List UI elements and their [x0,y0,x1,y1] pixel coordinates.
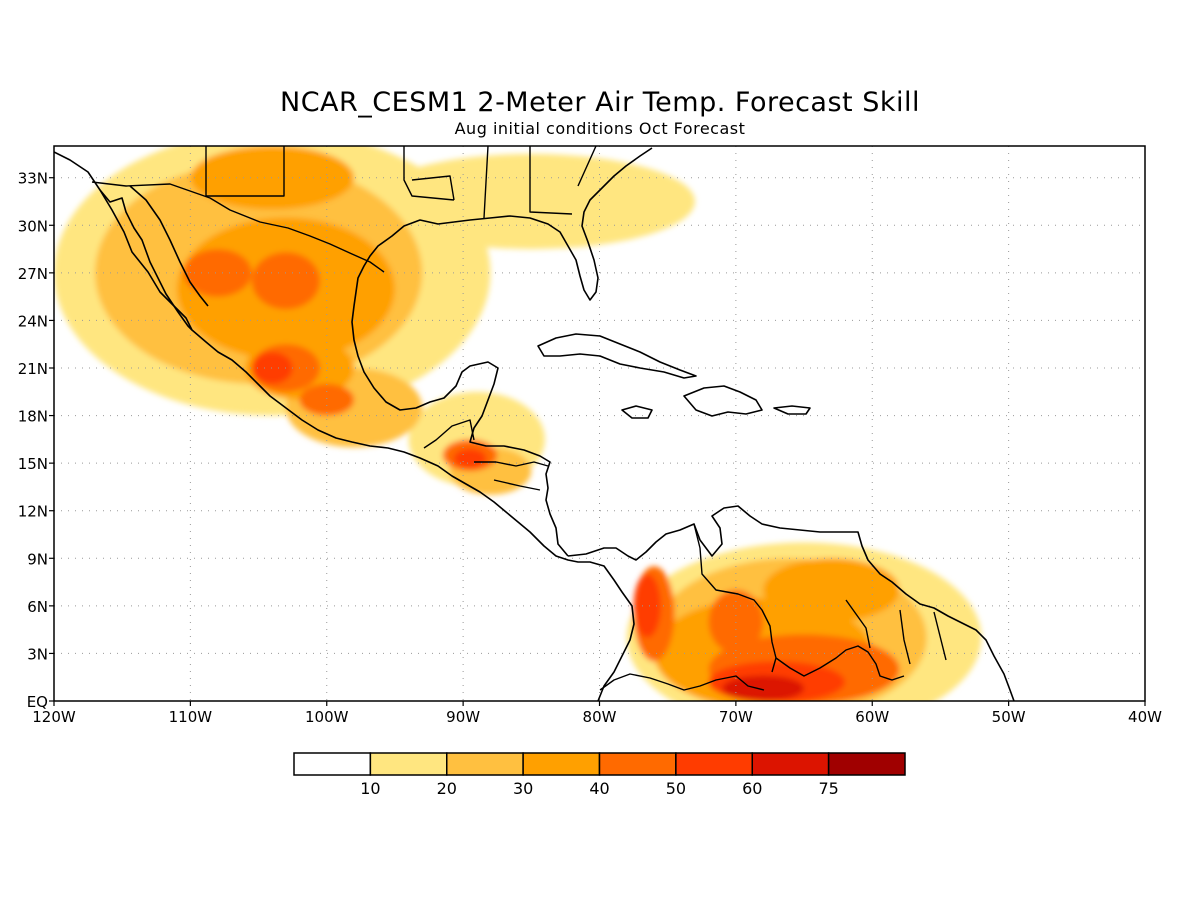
skill-region-21 [251,352,293,384]
colorbar-swatch [675,752,753,776]
skill-region-12 [763,558,900,622]
latitude-tick-label: 6N [27,598,48,616]
gulf-coast-us [453,147,653,301]
skill-region-19 [708,590,764,654]
skill-region-9 [190,146,355,210]
latitude-tick-label: 9N [27,550,48,568]
latitude-tick-label: 12N [18,503,48,521]
longitude-tick-labels: 120W 110W 100W 90W 80W 70W 60W 50W 40W [32,701,1162,726]
cuba [537,333,697,379]
colorbar-label: 60 [742,779,762,798]
latitude-tick-label: 18N [18,408,48,426]
skill-region-24 [453,448,487,468]
colorbar: 10 20 30 40 50 60 75 [293,752,906,798]
longitude-tick-label: 70W [719,708,753,726]
coastlines-and-borders [54,146,1015,701]
latitude-tick-label: 24N [18,312,48,330]
hispaniola [683,385,763,417]
colorbar-label: 30 [513,779,533,798]
latitude-tick-label: 15N [18,455,48,473]
us-mexico-border [91,181,385,273]
colorbar-swatch [751,752,830,776]
venezuela-colombia-border [693,523,777,673]
latitude-tick-label: EQ [27,693,48,711]
colorbar-swatch [522,752,601,776]
central-america-borders [423,419,549,491]
skill-region-22 [633,574,661,638]
latitude-tick-label: 3N [27,645,48,663]
colorbar-swatch [446,752,524,776]
figure-subtitle: Aug initial conditions Oct Forecast [455,119,746,138]
colombia-ecuador-peru-border [599,673,765,691]
map-panel: 120W 110W 100W 90W 80W 70W 60W 50W 40W EQ 3N 6N 9N 1… [18,145,1162,726]
guyana-borders [845,599,947,665]
colorbar-label: 40 [589,779,609,798]
colorbar-label: 10 [360,779,380,798]
longitude-tick-label: 110W [169,708,213,726]
longitude-tick-label: 50W [992,708,1026,726]
us-state-borders [205,146,597,219]
skill-shading-layer [54,146,982,701]
colorbar-label: 50 [666,779,686,798]
brazil-border [775,645,905,681]
longitude-tick-label: 60W [855,708,889,726]
latitude-tick-label: 33N [18,170,48,188]
longitude-tick-label: 40W [1128,708,1162,726]
colorbar-swatch [827,752,906,776]
graticule [54,146,1145,701]
baja-california [99,189,193,331]
colorbar-label: 20 [437,779,457,798]
longitude-tick-label: 80W [583,708,617,726]
north-america-pacific-coast [54,151,635,701]
skill-region-14 [251,252,320,310]
longitude-tick-label: 120W [32,708,76,726]
skill-region-13 [183,249,252,297]
gulf-of-california-east [129,185,209,307]
colorbar-swatch [598,752,677,776]
latitude-tick-label: 21N [18,360,48,378]
latitude-tick-label: 27N [18,265,48,283]
skill-region-25 [722,675,805,701]
colorbar-swatch [369,752,448,776]
south-america-north-coast [567,505,1015,701]
skill-region-16 [299,383,355,416]
puerto-rico [773,405,811,415]
colorbar-swatch [293,752,372,776]
longitude-tick-label: 100W [305,708,349,726]
skill-region-1 [367,153,695,250]
gulf-of-mexico-coast [351,219,569,557]
latitude-tick-labels: EQ 3N 6N 9N 12N 15N 18N 21N 24N 27N 30N 33N [18,170,54,711]
figure-title: NCAR_CESM1 2-Meter Air Temp. Forecast Sk… [280,87,920,118]
colorbar-label: 75 [818,779,838,798]
jamaica [621,405,653,419]
latitude-tick-label: 30N [18,217,48,235]
longitude-tick-label: 90W [446,708,480,726]
